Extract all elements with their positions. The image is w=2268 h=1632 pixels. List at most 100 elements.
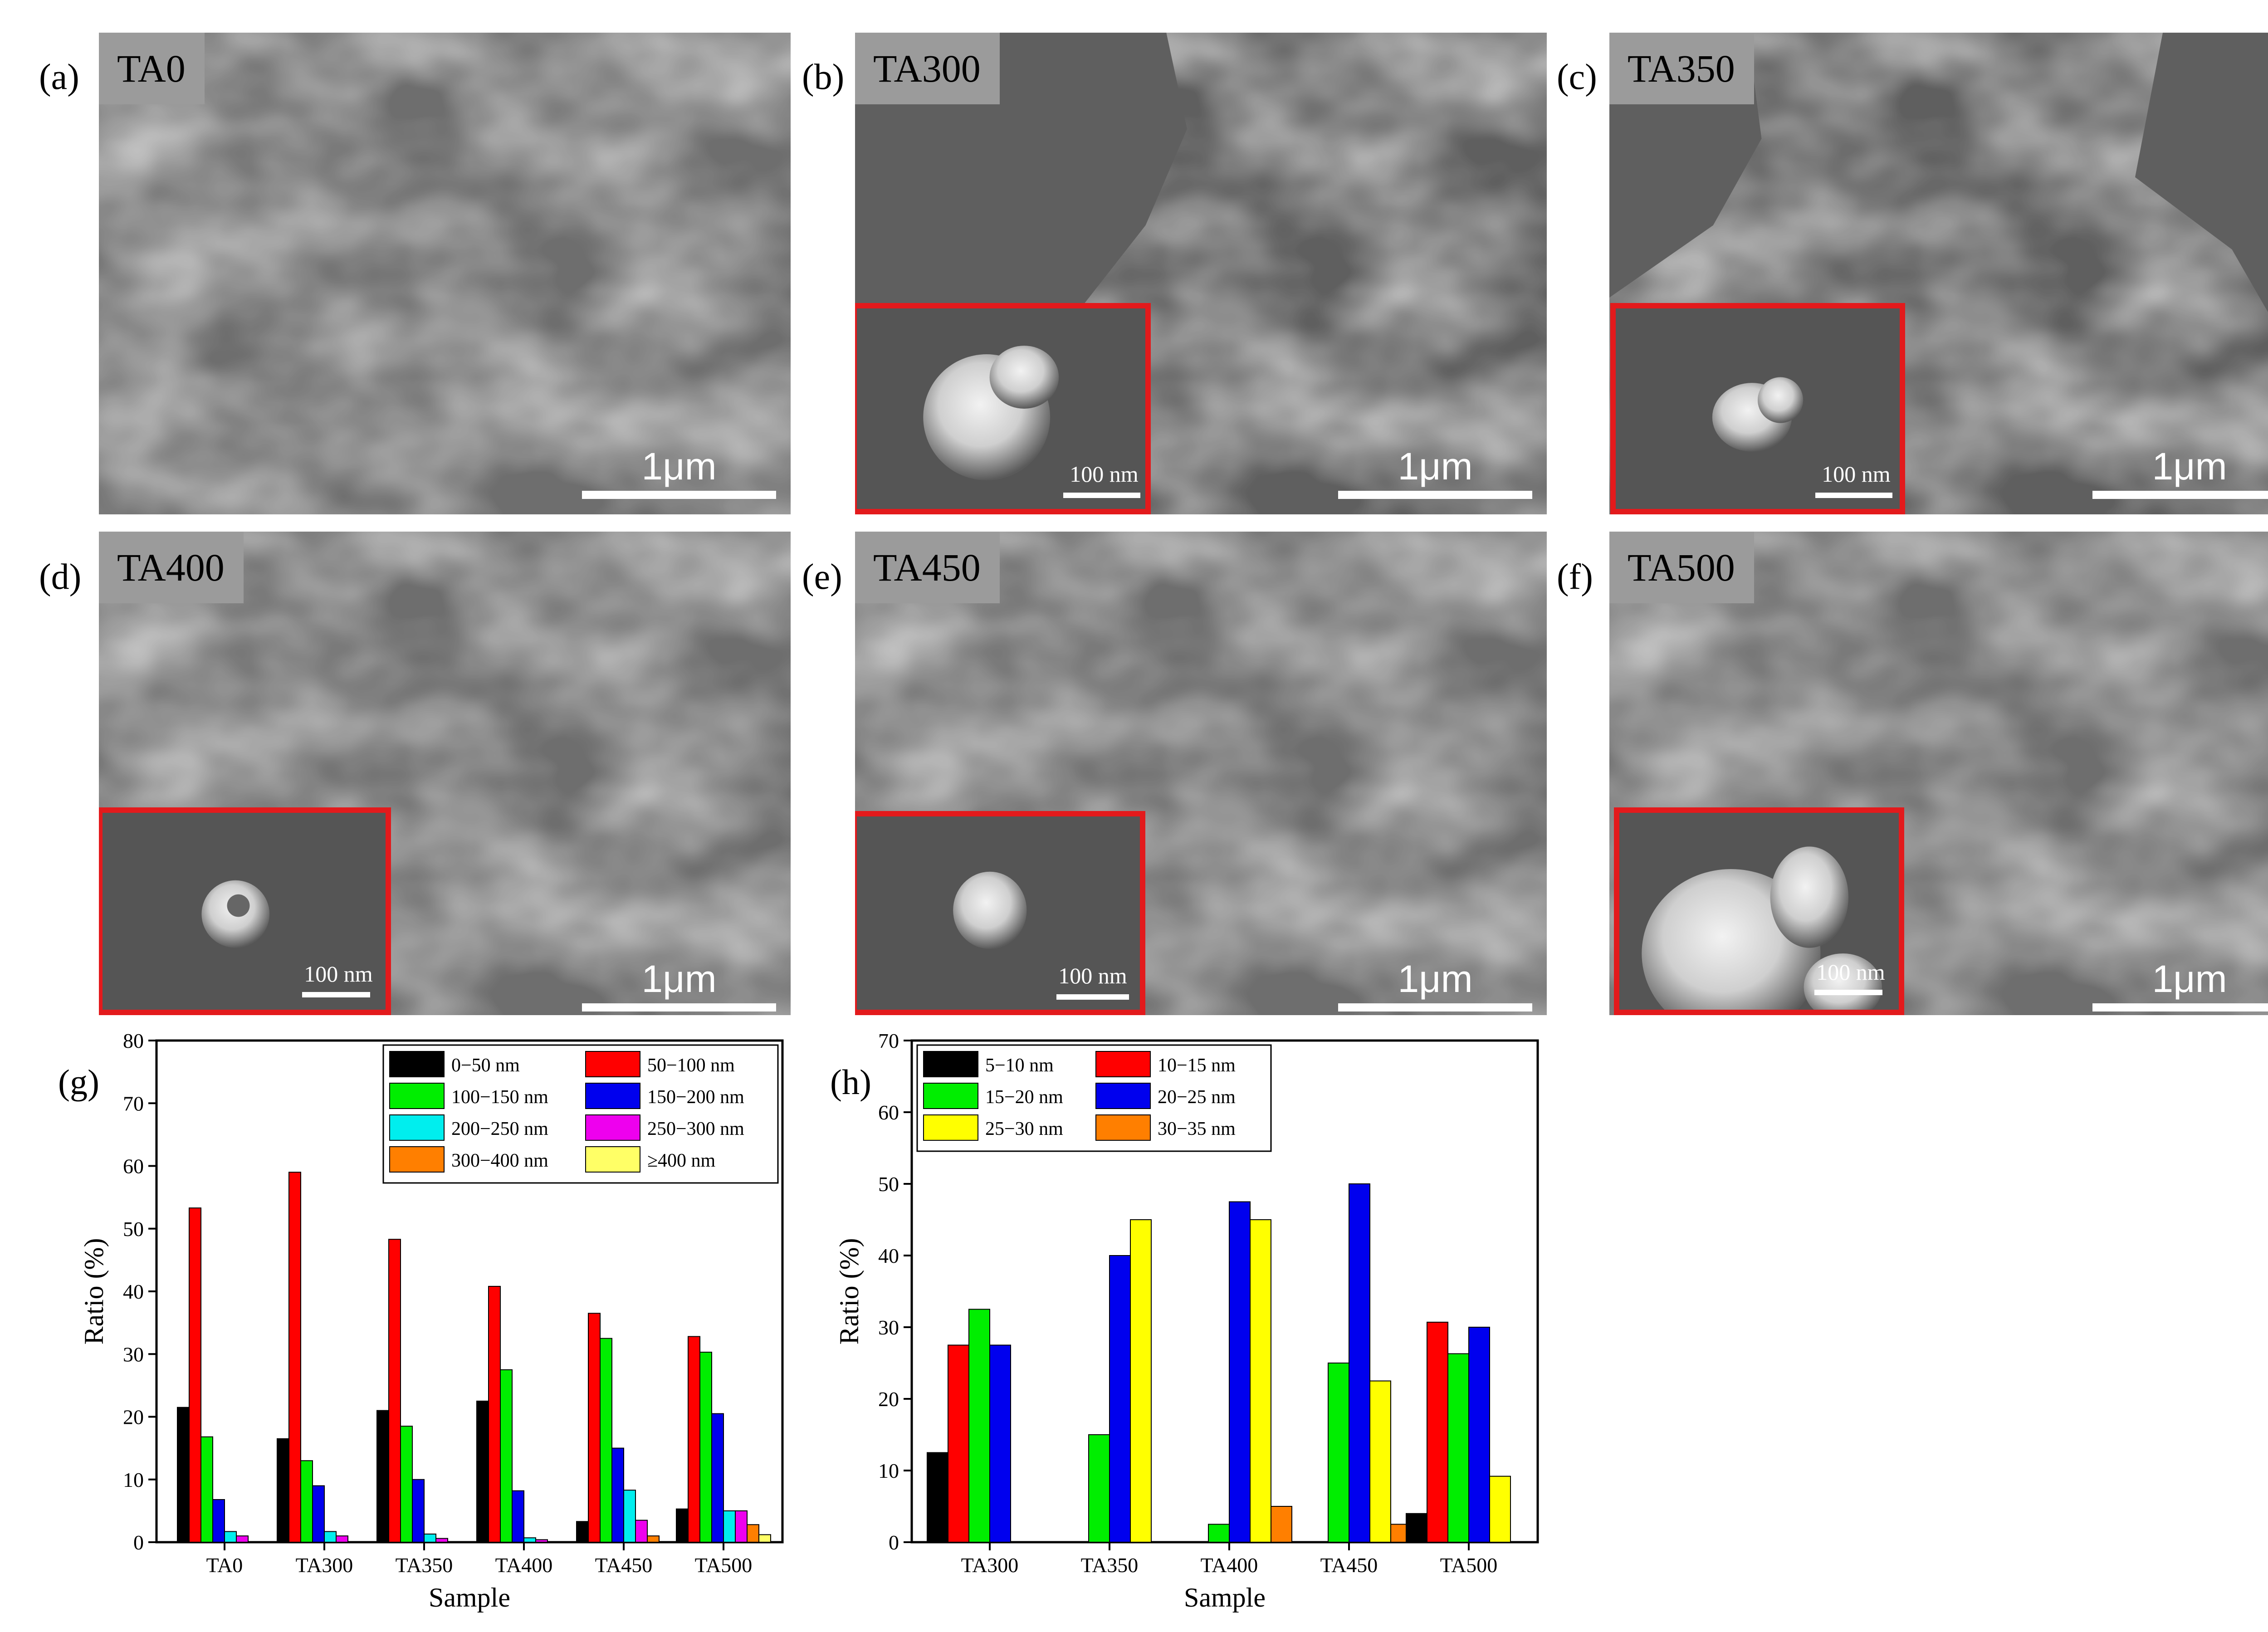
bar [1369,1380,1391,1543]
legend-swatch [1095,1083,1151,1109]
x-tick-label: TA350 [396,1554,453,1577]
legend-box [382,1044,779,1184]
panel-letter-a: (a) [39,57,79,97]
x-tick-label: TA500 [1440,1554,1498,1577]
bar [676,1508,689,1543]
bar [723,1510,736,1543]
legend-swatch [923,1114,978,1141]
legend-swatch [585,1114,640,1141]
scale-bar-c: 1μm [2092,447,2268,499]
bar [476,1400,489,1543]
inset-c: 100 nm [1610,303,1905,514]
inset-scale-label-c: 100 nm [1822,461,1891,487]
legend-label: 20−25 nm [1158,1087,1236,1108]
y-tick-label: 20 [123,1406,144,1429]
chart-letter: (g) [58,1062,99,1102]
bar [1250,1219,1271,1543]
sem-image-f: TA500 1μm 100 nm [1609,532,2268,1015]
sem-image-b: TA300 1μm 100 nm [855,33,1547,514]
x-axis-label: Sample [429,1583,510,1612]
bar [300,1460,313,1543]
legend-swatch [389,1146,445,1173]
bar [1349,1183,1370,1543]
y-tick-label: 80 [123,1029,144,1052]
legend-label: 15−20 nm [985,1087,1063,1108]
x-tick-label: TA300 [961,1554,1019,1577]
x-tick-label: TA400 [495,1554,553,1577]
bar [623,1490,636,1543]
inset-f: 100 nm [1614,807,1904,1015]
panel-letter-b: (b) [802,57,845,97]
chart-g-svg: (g) 0 10 20 30 40 50 60 70 80 Ratio (%) Sample TA0 TA… [58,1029,784,1612]
bar [189,1207,201,1543]
bar [735,1510,748,1543]
bar [336,1535,348,1543]
bar [611,1447,624,1543]
bar [535,1539,548,1543]
legend-label: 10−15 nm [1158,1055,1236,1076]
legend-label: 0−50 nm [451,1055,520,1076]
legend-swatch [923,1083,978,1109]
scale-label-f: 1μm [2152,958,2227,1000]
bar [1208,1524,1230,1543]
plot-frame [910,1039,1539,1544]
sample-tag-d: TA400 [99,532,244,603]
bar [1088,1434,1110,1543]
scale-bar-a: 1μm [582,447,776,499]
scale-label-d: 1μm [641,958,717,1000]
bar [512,1490,524,1543]
bar [688,1336,700,1543]
bar [1468,1327,1490,1543]
y-tick-label: 20 [878,1388,899,1411]
y-tick-label: 0 [889,1531,899,1554]
inset-b: 100 nm [855,303,1151,514]
x-tick-label: TA0 [206,1554,243,1577]
legend-box [916,1044,1272,1152]
sample-tag-e: TA450 [855,532,1000,603]
bar [927,1452,948,1543]
plot-frame [155,1039,784,1544]
bar [1109,1255,1131,1543]
bar [288,1172,301,1543]
y-tick-label: 10 [123,1468,144,1491]
legend-swatch [389,1114,445,1141]
bar [435,1538,448,1543]
y-tick-label: 70 [878,1029,899,1052]
scale-bar-b: 1μm [1338,447,1532,499]
scale-bar-e: 1μm [1338,960,1532,1011]
bar [312,1485,325,1543]
y-axis-label: Ratio (%) [834,1238,864,1345]
panel-letter-c: (c) [1557,57,1597,97]
panel-letter-d: (d) [39,557,82,597]
sample-tag-c: TA350 [1609,33,1754,104]
legend-swatch [585,1083,640,1109]
y-tick-label: 60 [123,1155,144,1178]
bar [711,1413,724,1543]
legend-swatch [1095,1114,1151,1141]
legend-swatch [1095,1051,1151,1077]
x-tick-label: TA450 [1320,1554,1378,1577]
bar [376,1410,389,1543]
y-tick-label: 50 [123,1217,144,1241]
legend-label: ≥400 nm [647,1150,716,1171]
bar [424,1534,436,1543]
legend-label: 300−400 nm [451,1150,548,1171]
bar [948,1344,969,1543]
y-tick-label: 40 [878,1244,899,1267]
bar [212,1499,225,1543]
legend-label: 5−10 nm [985,1055,1054,1076]
bar [576,1521,589,1543]
sample-tag-f: TA500 [1609,532,1754,603]
y-tick-label: 40 [123,1280,144,1303]
legend-swatch [585,1146,640,1173]
y-tick-label: 70 [123,1092,144,1115]
x-tick-label: TA300 [296,1554,353,1577]
inset-scale-label-e: 100 nm [1058,963,1127,988]
bar [1390,1524,1412,1543]
bar [324,1531,337,1543]
y-tick-label: 10 [878,1459,899,1482]
scale-bar-d: 1μm [582,960,776,1011]
legend-label: 150−200 nm [647,1087,744,1108]
legend-swatch [389,1051,445,1077]
